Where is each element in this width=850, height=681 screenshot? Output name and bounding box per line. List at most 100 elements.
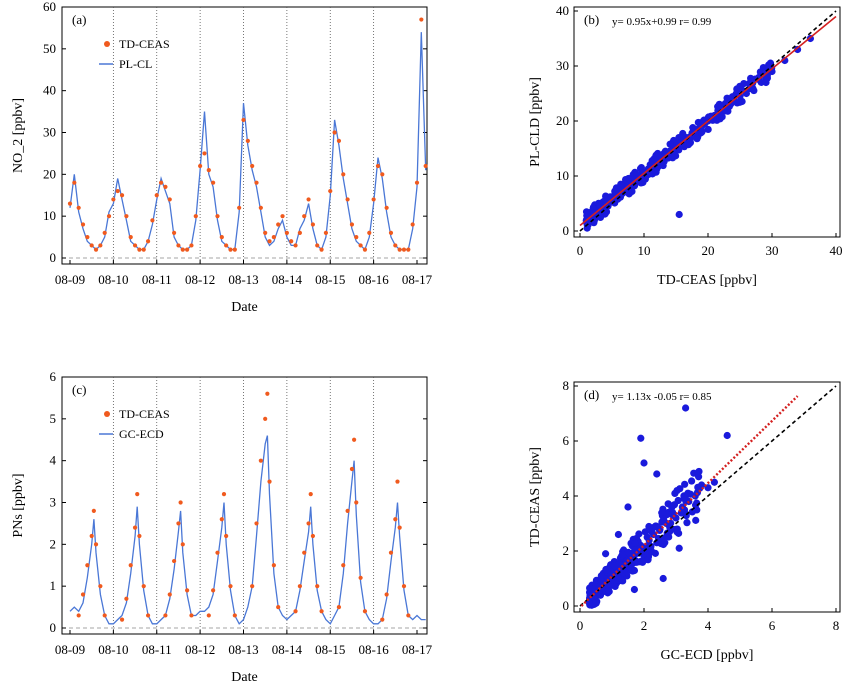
x-tick-label: 08-14: [272, 642, 303, 657]
x-axis-label: Date: [231, 300, 257, 315]
data-point: [794, 45, 802, 54]
data-point-td-ceas: [250, 584, 255, 589]
fit-annotation: y= 0.95x+0.99 r= 0.99: [612, 16, 712, 28]
data-point-td-ceas: [91, 508, 96, 513]
data-point: [682, 404, 690, 412]
data-point-td-ceas: [254, 521, 259, 526]
plot-frame: [573, 6, 841, 238]
data-point-td-ceas: [393, 243, 398, 248]
data-point: [693, 135, 701, 143]
legend-label: TD-CEAS: [119, 37, 170, 51]
x-tick-label: 08-10: [98, 272, 128, 287]
data-point-td-ceas: [406, 247, 411, 252]
x-tick-label: 30: [766, 243, 779, 258]
data-point-td-ceas: [297, 584, 302, 589]
data-point: [614, 530, 623, 539]
data-point-td-ceas: [154, 193, 159, 198]
data-point-td-ceas: [276, 222, 281, 227]
data-point-td-ceas: [362, 247, 368, 252]
y-tick-label: 20: [43, 166, 56, 181]
data-point: [684, 489, 692, 497]
data-point-td-ceas: [180, 542, 185, 547]
y-tick-label: 8: [563, 378, 570, 393]
panel-a: 0 10 20 30 40 50 60 08-09 08-10 08-11 08-12 08-13 08…: [11, 0, 433, 315]
y-tick-label: 4: [50, 453, 57, 468]
data-point-td-ceas: [85, 563, 90, 568]
plot-frame: [573, 381, 841, 613]
legend-label: TD-CEAS: [119, 407, 170, 421]
x-tick-label: 08-13: [228, 272, 258, 287]
data-point-td-ceas: [176, 521, 181, 526]
data-point-td-ceas: [263, 416, 268, 421]
data-point-td-ceas: [211, 180, 216, 185]
data-point-td-ceas: [163, 613, 168, 618]
data-point: [781, 56, 789, 65]
y-tick-label: 5: [50, 411, 57, 426]
data-point-td-ceas: [172, 230, 177, 235]
data-point-td-ceas: [345, 508, 350, 513]
data-point: [710, 478, 719, 486]
data-point-td-ceas: [67, 201, 73, 206]
data-point-td-ceas: [250, 163, 255, 169]
data-point-td-ceas: [180, 247, 185, 252]
data-point-td-ceas: [89, 533, 94, 539]
y-tick-label: 30: [43, 125, 56, 140]
panel-d: 0 2 4 6 8 0 2 4 6 8 (d) y= 1.13x -0.05 r= 0.85 GC-EC…: [528, 378, 841, 663]
data-point-td-ceas: [193, 214, 198, 219]
data-point-td-ceas: [306, 521, 311, 526]
data-point: [582, 208, 591, 216]
data-point-td-ceas: [310, 533, 315, 539]
data-point-td-ceas: [137, 247, 142, 252]
x-tick-label: 08-15: [315, 272, 345, 287]
data-point-td-ceas: [167, 197, 172, 202]
panel-label: (a): [72, 12, 86, 27]
data-point-td-ceas: [215, 214, 220, 219]
x-tick-label: 6: [769, 618, 776, 633]
data-point: [607, 568, 615, 576]
data-point: [723, 431, 731, 440]
data-point-td-ceas: [328, 188, 333, 194]
x-tick-label: 0: [577, 243, 584, 258]
x-tick-label: 08-09: [55, 642, 85, 657]
data-point-td-ceas: [80, 592, 86, 597]
data-point: [637, 434, 645, 442]
data-point-td-ceas: [341, 172, 346, 177]
data-point: [671, 489, 679, 497]
y-tick-label: 40: [556, 3, 569, 18]
data-point-td-ceas: [349, 466, 355, 472]
x-tick-label: 10: [638, 243, 651, 258]
x-tick-label: 08-17: [402, 272, 433, 287]
data-point-td-ceas: [228, 584, 233, 589]
data-point-td-ceas: [315, 584, 320, 589]
data-point: [675, 544, 683, 552]
plot-frame: [61, 376, 428, 635]
y-tick-label: 60: [43, 0, 56, 14]
data-point: [638, 175, 647, 183]
data-point-td-ceas: [198, 163, 203, 169]
y-axis-label: PNs [ppbv]: [11, 473, 26, 537]
data-point: [658, 518, 666, 526]
data-point-td-ceas: [158, 180, 164, 185]
x-tick-label: 08-09: [55, 272, 85, 287]
y-tick-label: 0: [50, 620, 57, 635]
data-point-td-ceas: [219, 234, 224, 240]
y-tick-label: 10: [556, 168, 569, 183]
data-point-td-ceas: [289, 239, 294, 244]
data-point: [742, 87, 750, 96]
data-point-td-ceas: [185, 247, 190, 252]
y-tick-label: 30: [556, 58, 569, 73]
data-point-td-ceas: [128, 563, 133, 568]
data-point-td-ceas: [145, 613, 151, 618]
data-point-td-ceas: [150, 218, 155, 223]
x-tick-label: 08-12: [185, 272, 215, 287]
data-point: [639, 551, 648, 559]
data-point-td-ceas: [178, 500, 183, 505]
data-point: [626, 563, 634, 571]
data-point-td-ceas: [384, 592, 389, 597]
data-point-td-ceas: [111, 197, 116, 202]
data-point-td-ceas: [80, 222, 86, 227]
data-point: [668, 503, 676, 511]
data-point: [602, 550, 610, 558]
regression-line: [579, 15, 837, 227]
x-tick-label: 08-11: [142, 642, 172, 657]
